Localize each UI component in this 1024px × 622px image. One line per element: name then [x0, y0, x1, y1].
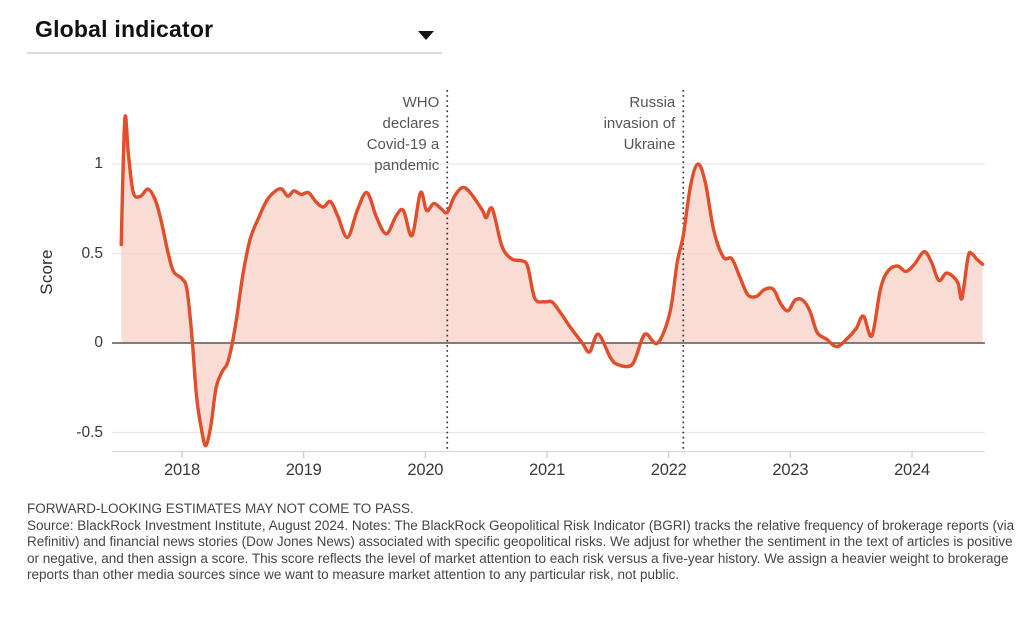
x-tick-label: 2019	[285, 461, 322, 479]
y-tick-label: 0	[94, 334, 103, 351]
y-tick-label: -0.5	[76, 423, 103, 441]
x-tick-label: 2023	[772, 461, 809, 479]
x-tick-label: 2021	[529, 461, 565, 479]
chevron-down-icon	[418, 31, 434, 40]
indicator-line	[119, 114, 985, 448]
x-tick-label: 2020	[407, 461, 444, 479]
event-annotation: WHO declares Covid-19 a pandemic	[366, 94, 440, 174]
x-tick-label: 2022	[650, 461, 687, 479]
y-tick-label: 0.5	[81, 244, 103, 262]
indicator-selector[interactable]: Global indicator	[0, 0, 450, 56]
x-tick-label: 2018	[164, 461, 200, 479]
indicator-selector-label: Global indicator	[35, 16, 214, 42]
disclaimer-text: FORWARD-LOOKING ESTIMATES MAY NOT COME T…	[27, 501, 414, 516]
y-tick-label: 1	[94, 155, 103, 172]
x-tick-label: 2024	[894, 461, 930, 479]
chart-footer: FORWARD-LOOKING ESTIMATES MAY NOT COME T…	[27, 501, 1019, 584]
area-fill	[121, 115, 983, 446]
event-annotation: Russia invasion of Ukraine	[603, 94, 676, 153]
selector-underline	[27, 52, 442, 54]
source-notes-text: Source: BlackRock Investment Institute, …	[27, 517, 1015, 583]
